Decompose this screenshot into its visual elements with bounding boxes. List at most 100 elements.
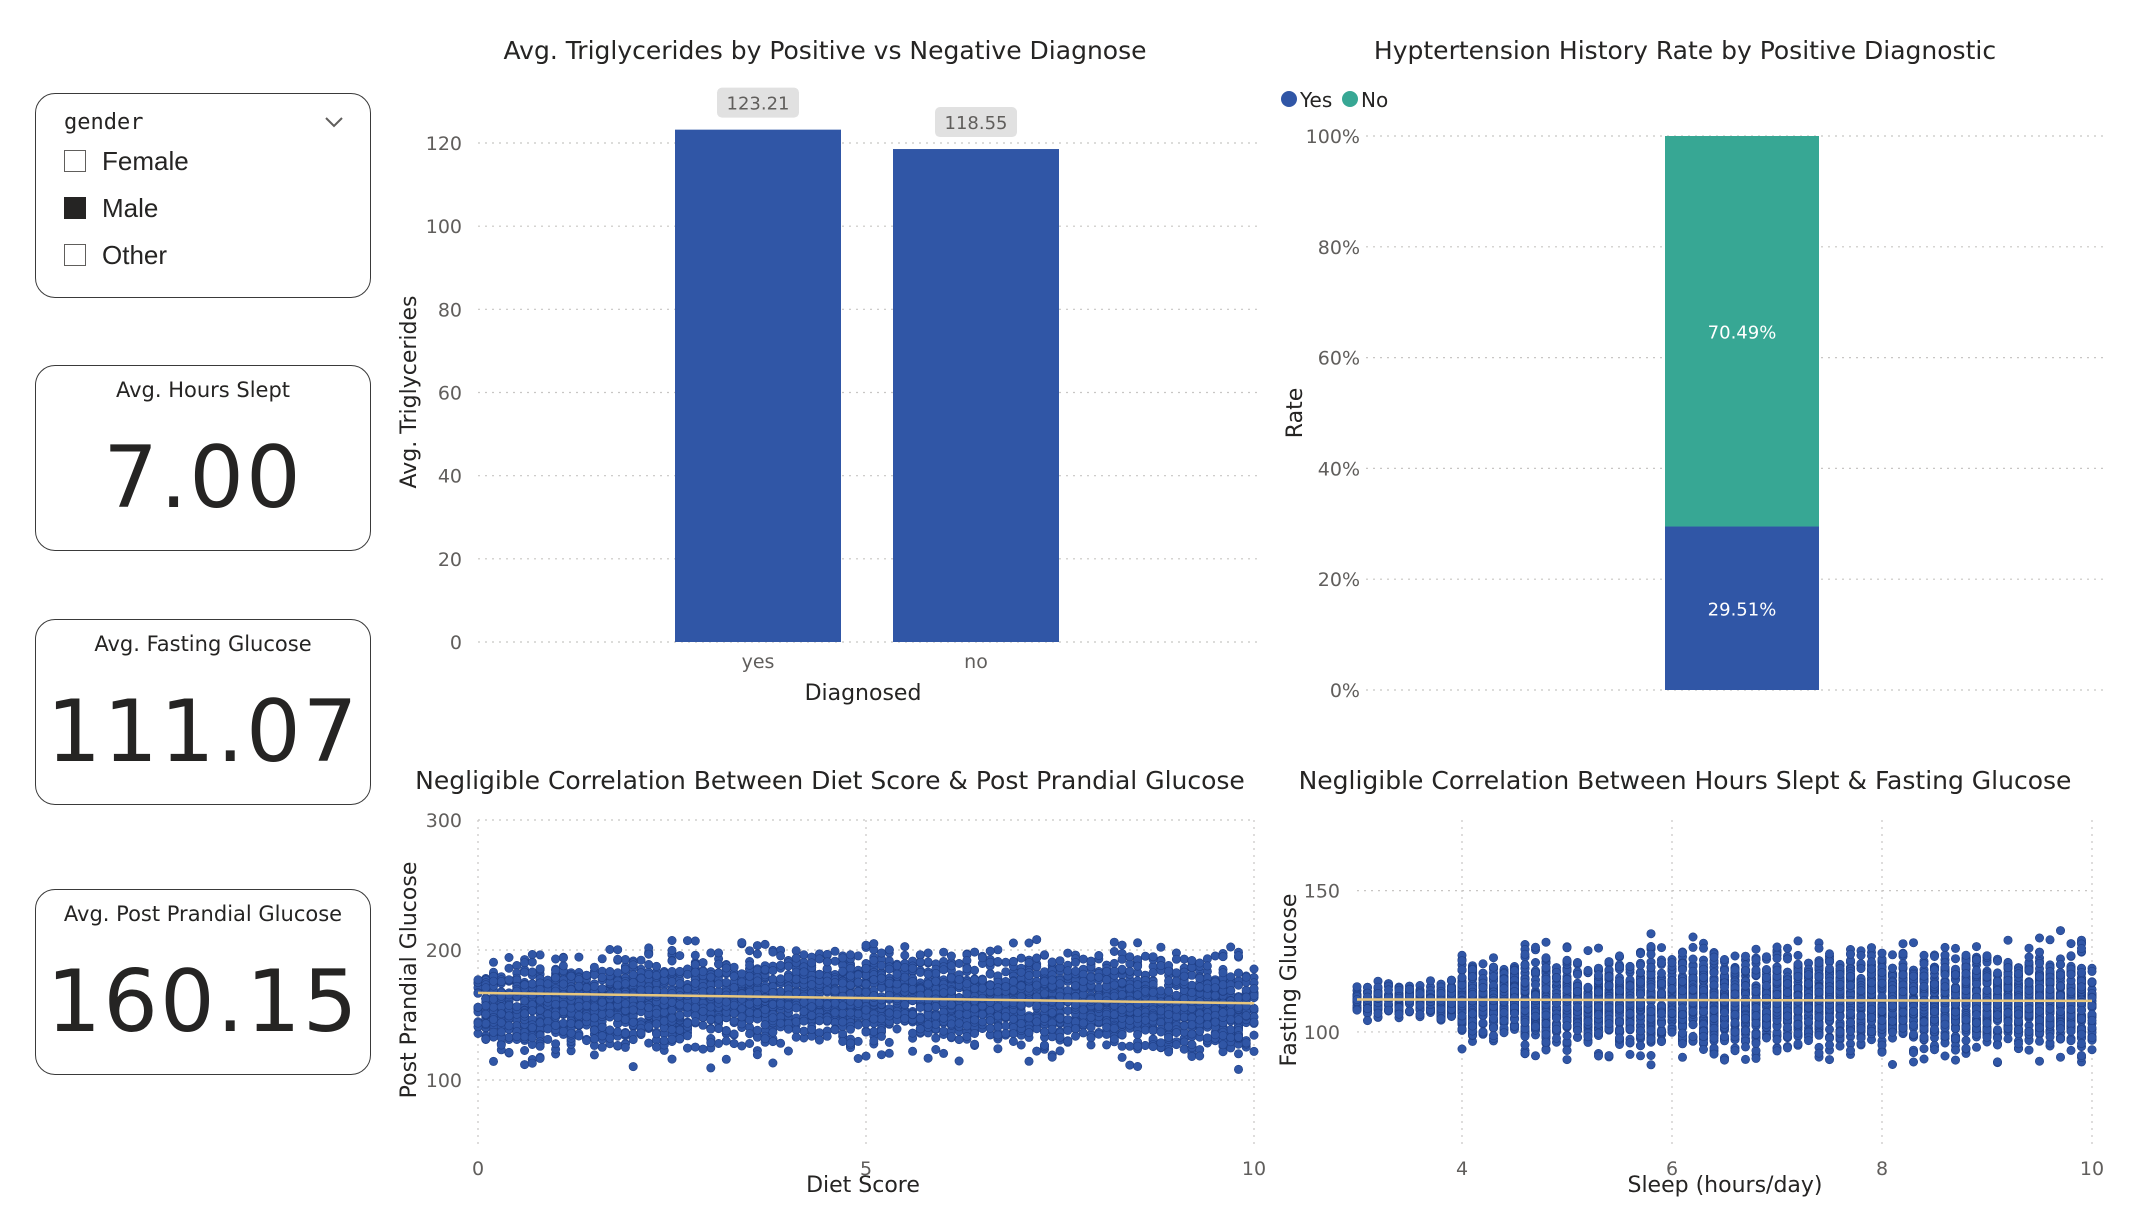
data-label: 29.51% [1708,599,1777,620]
data-point [745,987,755,997]
data-point [876,960,886,970]
y-tick-label: 100 [426,1070,462,1092]
data-point [682,936,692,946]
data-point [690,950,700,960]
data-point [527,967,537,977]
data-point [644,949,654,959]
data-point [799,967,809,977]
data-point [481,1001,491,1011]
data-point [939,988,949,998]
data-point [1117,1005,1127,1015]
data-point [822,949,832,959]
data-point [1140,986,1150,996]
data-point [1133,961,1143,971]
data-label: 118.55 [945,113,1008,134]
data-point [1133,990,1143,1000]
data-point [931,1033,941,1043]
data-point [1909,1057,1919,1067]
data-point [923,1019,933,1029]
data-point [807,958,817,968]
data-point [1741,1054,1751,1064]
data-point [853,986,863,996]
data-point [939,947,949,957]
data-point [946,973,956,983]
data-point [791,1017,801,1027]
y-tick-label: 100 [426,216,462,238]
chart-title-triglycerides: Avg. Triglycerides by Positive vs Negati… [503,36,1147,65]
data-point [527,957,537,967]
data-point [869,939,879,949]
slicer-item-male[interactable]: Male [64,193,158,223]
data-point [783,1046,793,1056]
data-point [1008,957,1018,967]
data-point [698,967,708,977]
data-point [667,956,677,966]
chart-title-hypertension: Hyptertension History Rate by Positive D… [1373,36,1997,65]
data-point [1218,1031,1228,1041]
data-point [768,1013,778,1023]
data-point [690,967,700,977]
data-point [814,954,824,964]
data-point [1164,1032,1174,1042]
data-point [628,977,638,987]
data-point [1001,1029,1011,1039]
data-point [923,969,933,979]
data-point [1951,943,1961,953]
checkbox[interactable] [64,244,86,266]
x-axis-title: Diagnosed [805,681,922,706]
data-point [752,997,762,1007]
data-point [962,964,972,974]
data-point [675,1010,685,1020]
data-point [1086,1033,1096,1043]
slicer-item-other[interactable]: Other [64,240,167,270]
data-point [814,1016,824,1026]
slicer-item-female[interactable]: Female [64,146,189,176]
checkbox[interactable] [64,150,86,172]
data-point [830,986,840,996]
chevron-down-icon[interactable] [324,112,344,132]
data-point [876,1014,886,1024]
data-point [1226,1015,1236,1025]
data-point [1888,1060,1898,1070]
data-point [1040,1027,1050,1037]
data-point [628,960,638,970]
data-point [574,1020,584,1030]
data-point [698,1006,708,1016]
data-point [667,1025,677,1035]
kpi-value: 160.15 [46,952,360,1052]
y-tick-label: 200 [426,940,462,962]
data-point [1008,1029,1018,1039]
data-point [954,1035,964,1045]
data-point [737,938,747,948]
data-point [752,941,762,951]
data-point [520,1032,530,1042]
data-point [613,1012,623,1022]
data-point [551,954,561,964]
data-point [1140,951,1150,961]
data-point [1125,1003,1135,1013]
data-point [1040,989,1050,999]
data-point [791,953,801,963]
data-point [1102,975,1112,985]
data-point [1171,1004,1181,1014]
data-point [1024,938,1034,948]
data-point [706,1015,716,1025]
data-point [1164,976,1174,986]
x-tick-label: 0 [472,1158,484,1180]
data-point [954,1018,964,1028]
data-point [962,989,972,999]
data-point [714,959,724,969]
y-tick-label: 20 [438,549,462,571]
data-point [1063,948,1073,958]
data-point [714,1039,724,1049]
data-point [876,1050,886,1060]
data-point [1117,940,1127,950]
gender-slicer[interactable]: gender Female Male Other [35,93,371,298]
data-point [845,971,855,981]
data-point [1156,1006,1166,1016]
data-point [1117,1030,1127,1040]
data-point [651,961,661,971]
checkbox[interactable] [64,197,86,219]
data-point [520,967,530,977]
data-point [1218,1008,1228,1018]
